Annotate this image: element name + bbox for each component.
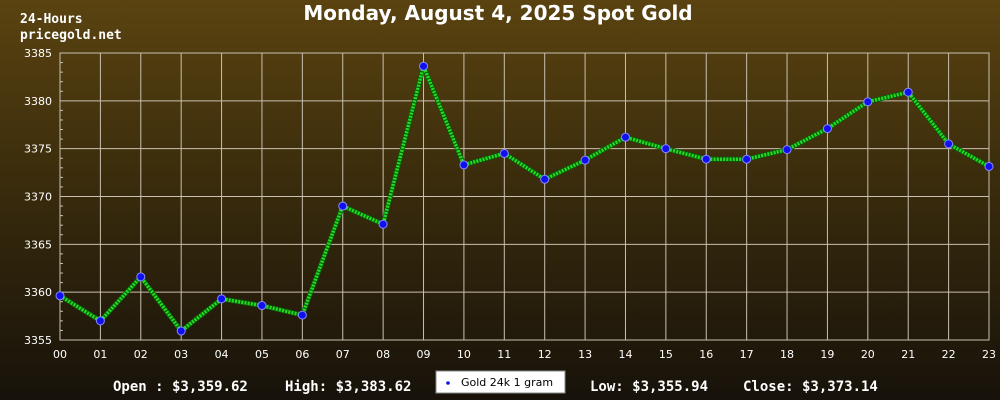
x-tick-label: 04 [215,348,229,361]
x-tick-label: 07 [336,348,350,361]
data-point [55,291,65,301]
x-tick-label: 00 [53,348,67,361]
x-tick-label: 13 [578,348,592,361]
source-label: pricegold.net [20,28,122,43]
data-point [136,272,146,282]
data-point [661,144,671,154]
data-point [176,326,186,336]
data-point [499,148,509,158]
open-stat: Open : $3,359.62 [113,379,248,395]
x-tick-label: 21 [901,348,915,361]
close-stat: Close: $3,373.14 [743,379,878,395]
data-point [257,301,267,311]
data-point [338,201,348,211]
x-tick-label: 03 [174,348,188,361]
data-point [378,219,388,229]
x-tick-label: 17 [740,348,754,361]
series-line-shadow [58,63,991,334]
legend-box [435,370,566,394]
y-tick-label: 3370 [24,191,52,204]
y-tick-label: 3355 [24,334,52,347]
x-tick-label: 09 [417,348,431,361]
data-point [580,155,590,165]
y-tick-label: 3385 [24,47,52,60]
x-tick-label: 22 [942,348,956,361]
period-label: 24-Hours [20,12,83,27]
x-tick-label: 08 [376,348,390,361]
x-tick-label: 14 [618,348,632,361]
data-point [95,316,105,326]
y-tick-label: 3380 [24,95,52,108]
data-point [742,154,752,164]
x-tick-label: 18 [780,348,794,361]
data-point [984,161,994,171]
high-stat: High: $3,383.62 [285,379,411,395]
x-tick-label: 02 [134,348,148,361]
x-tick-label: 10 [457,348,471,361]
y-tick-label: 3360 [24,286,52,299]
x-tick-label: 01 [93,348,107,361]
grid [59,52,990,341]
low-stat: Low: $3,355.94 [590,379,708,395]
data-point [419,61,429,71]
data-point [903,87,913,97]
legend-marker [446,381,450,385]
x-tick-label: 20 [861,348,875,361]
data-point [217,294,227,304]
series-gold-24k [55,61,994,336]
data-point [863,97,873,107]
x-tick-label: 15 [659,348,673,361]
data-point [944,139,954,149]
x-tick-label: 23 [982,348,996,361]
data-point [701,154,711,164]
x-tick-label: 11 [497,348,511,361]
x-tick-label: 19 [820,348,834,361]
data-point [620,132,630,142]
x-tick-label: 05 [255,348,269,361]
y-tick-label: 3375 [24,143,52,156]
data-point [822,124,832,134]
chart-title: Monday, August 4, 2025 Spot Gold [303,1,692,25]
axes: 3355 3360 3365 3370 3375 3380 3385 00 01 02 03 04 05… [24,47,996,361]
data-point [782,145,792,155]
series-line [59,64,990,333]
legend: Gold 24k 1 gram [435,370,566,394]
plot-frame [59,52,990,341]
x-tick-label: 12 [538,348,552,361]
x-tick-label: 06 [295,348,309,361]
data-point [297,310,307,320]
x-tick-label: 16 [699,348,713,361]
data-point [540,174,550,184]
y-tick-label: 3365 [24,238,52,251]
legend-label: Gold 24k 1 gram [461,376,553,389]
data-point [459,160,469,170]
